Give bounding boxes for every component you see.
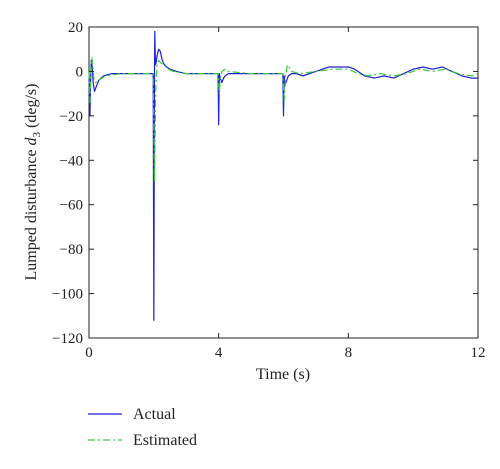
- series-line-actual: [88, 30, 478, 321]
- y-tick-label: 20: [68, 20, 83, 36]
- x-tick-label: 0: [85, 345, 93, 361]
- tick-layer: 0 4 8 12 20 0 −20 −40 −60 −80 −100 −120: [52, 20, 485, 361]
- x-tick-label: 12: [471, 345, 486, 361]
- y-tick-label: −40: [60, 153, 83, 169]
- x-tick-label: 8: [345, 345, 353, 361]
- y-axis-label-prefix: Lumped disturbance: [23, 145, 40, 280]
- legend-label-actual: Actual: [133, 406, 176, 423]
- legend: Actual Estimated: [88, 406, 197, 449]
- series-line-estimated: [88, 57, 479, 184]
- series-layer: [88, 30, 479, 321]
- y-tick-label: −80: [60, 242, 83, 258]
- y-tick-label: −60: [60, 198, 83, 214]
- y-axis-label-subscript: 3: [31, 131, 43, 137]
- y-tick-label: −100: [52, 287, 83, 303]
- y-axis-label-symbol: d: [23, 136, 40, 145]
- y-tick-label: 0: [76, 64, 84, 80]
- y-tick-label: −20: [60, 109, 83, 125]
- y-axis-label-suffix: (deg/s): [23, 83, 40, 131]
- x-axis-label: Time (s): [256, 366, 310, 383]
- y-axis-label: Lumped disturbance d3 (deg/s): [23, 83, 43, 280]
- y-tick-label: −120: [52, 331, 83, 347]
- legend-label-estimated: Estimated: [133, 432, 197, 449]
- x-tick-label: 4: [215, 345, 223, 361]
